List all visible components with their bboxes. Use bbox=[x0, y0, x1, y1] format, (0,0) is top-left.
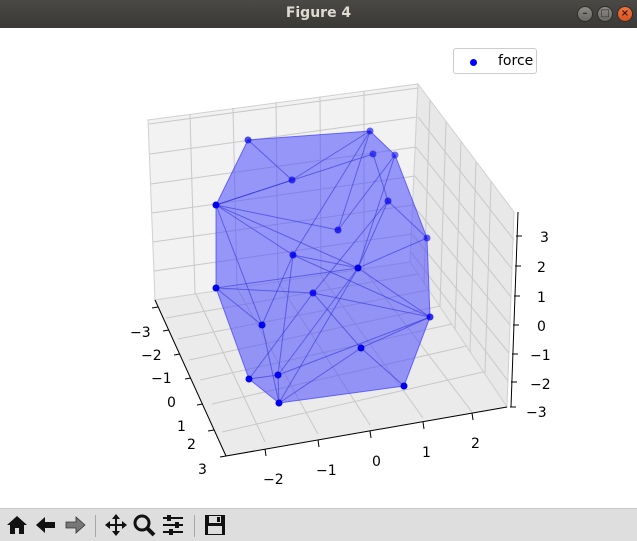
x-tick-label: 0 bbox=[167, 395, 176, 411]
figure-canvas[interactable]: −3 −2 −1 0 1 2 3 −2 −1 0 1 2 3 2 bbox=[0, 28, 637, 508]
legend-marker bbox=[470, 59, 477, 66]
navigation-toolbar bbox=[0, 508, 637, 541]
z-tick-label: 2 bbox=[537, 260, 546, 276]
axes-3d: −3 −2 −1 0 1 2 3 −2 −1 0 1 2 3 2 bbox=[130, 82, 551, 488]
z-tick-label: 3 bbox=[540, 230, 549, 246]
z-axis-ticks bbox=[510, 235, 522, 408]
convex-hull bbox=[215, 130, 431, 404]
x-axis-ticks bbox=[151, 306, 227, 458]
z-tick-label: 1 bbox=[537, 290, 546, 306]
y-axis-ticks bbox=[264, 412, 474, 457]
x-tick-label: −1 bbox=[151, 371, 172, 387]
y-tick-label: −1 bbox=[316, 463, 337, 479]
legend-label: force bbox=[498, 53, 534, 69]
z-tick-label: −1 bbox=[530, 348, 551, 364]
x-tick-label: 2 bbox=[187, 437, 196, 453]
magnifier-icon[interactable] bbox=[131, 512, 157, 538]
move-icon[interactable] bbox=[103, 512, 129, 538]
y-tick-label: −2 bbox=[263, 472, 284, 488]
y-tick-label: 0 bbox=[372, 454, 381, 470]
toolbar-separator bbox=[194, 515, 195, 537]
back-arrow-icon[interactable] bbox=[33, 512, 59, 538]
forward-arrow-icon[interactable] bbox=[62, 512, 88, 538]
window-title: Figure 4 bbox=[285, 5, 352, 21]
home-icon[interactable] bbox=[4, 512, 30, 538]
z-tick-label: −3 bbox=[526, 405, 547, 421]
z-tick-label: −2 bbox=[530, 377, 551, 393]
z-tick-label: 0 bbox=[537, 319, 546, 335]
scatter-points bbox=[212, 127, 434, 407]
hull-edges bbox=[215, 130, 431, 404]
x-tick-label: −3 bbox=[130, 325, 151, 341]
sliders-icon[interactable] bbox=[160, 512, 186, 538]
x-tick-label: −2 bbox=[141, 348, 162, 364]
legend: force bbox=[453, 48, 537, 74]
x-tick-label: 3 bbox=[198, 462, 207, 478]
minimize-button[interactable]: – bbox=[577, 6, 593, 22]
floppy-icon[interactable] bbox=[202, 512, 228, 538]
close-button[interactable]: × bbox=[617, 6, 633, 22]
y-tick-label: 1 bbox=[422, 445, 431, 461]
toolbar-separator bbox=[95, 515, 96, 537]
x-tick-label: 1 bbox=[177, 419, 186, 435]
y-tick-label: 2 bbox=[471, 436, 480, 452]
title-bar: Figure 4 – □ × bbox=[0, 0, 637, 28]
maximize-button[interactable]: □ bbox=[597, 6, 613, 22]
